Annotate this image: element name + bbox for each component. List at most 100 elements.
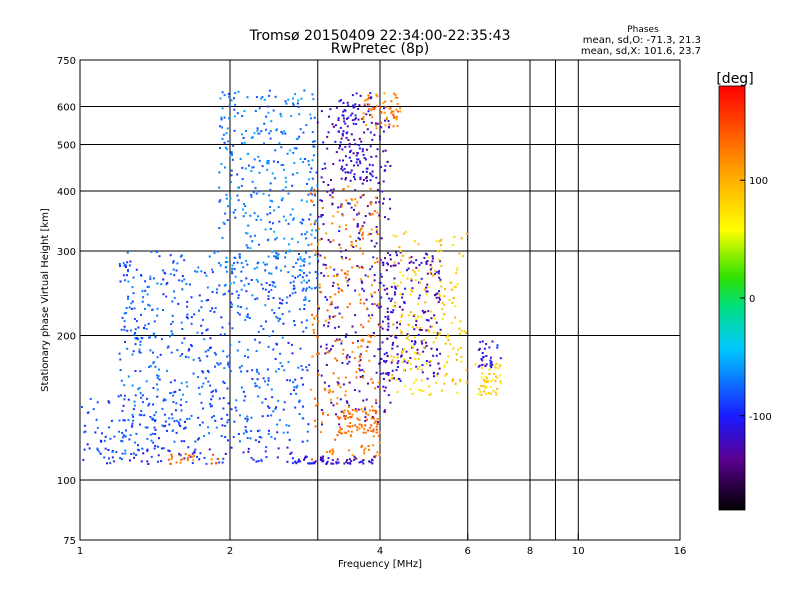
data-point (480, 358, 483, 360)
data-point (198, 393, 201, 396)
data-point (245, 315, 248, 318)
data-point (220, 316, 223, 319)
data-point (164, 399, 167, 401)
data-point (141, 290, 144, 293)
data-point (330, 300, 333, 303)
data-point (420, 329, 423, 331)
data-point (371, 116, 374, 119)
data-point (211, 307, 214, 310)
data-point (285, 301, 288, 304)
data-point (141, 394, 144, 397)
data-point (246, 370, 249, 373)
data-point (339, 250, 342, 253)
data-point (465, 232, 468, 235)
data-point (181, 288, 184, 291)
data-point (182, 393, 185, 396)
data-point (161, 407, 164, 410)
data-point (220, 435, 223, 437)
data-point (221, 424, 224, 427)
data-point (284, 186, 287, 189)
data-point (170, 391, 173, 394)
data-point (181, 280, 184, 283)
data-point (301, 440, 304, 443)
data-point (363, 370, 366, 373)
data-point (226, 355, 229, 358)
data-point (169, 462, 171, 465)
data-point (362, 252, 364, 255)
data-point (481, 340, 484, 343)
data-point (196, 331, 199, 334)
data-point (235, 409, 238, 412)
data-point (162, 447, 165, 450)
data-point (226, 413, 229, 416)
data-point (243, 399, 246, 402)
data-point (387, 120, 390, 123)
data-point (316, 220, 319, 222)
data-point (499, 357, 502, 360)
data-point (298, 399, 301, 402)
data-point (394, 96, 397, 99)
data-point (299, 274, 302, 276)
data-point (140, 274, 143, 277)
data-point (339, 126, 342, 129)
data-point (241, 133, 243, 136)
data-point (392, 341, 395, 344)
data-point (337, 287, 340, 290)
data-point (335, 462, 338, 465)
y-tick-label: 100 (57, 476, 76, 487)
data-point (438, 294, 441, 297)
data-point (226, 127, 229, 130)
data-point (275, 257, 278, 260)
data-point (382, 261, 385, 264)
data-point (378, 217, 381, 220)
data-point (349, 434, 352, 437)
data-point (127, 419, 130, 421)
data-point (341, 148, 344, 151)
data-point (132, 452, 135, 455)
data-point (460, 237, 463, 240)
data-point (346, 462, 349, 465)
data-point (399, 251, 402, 254)
data-point (180, 398, 183, 401)
data-point (84, 424, 86, 427)
data-point (275, 267, 278, 270)
data-point (361, 369, 364, 372)
data-point (361, 225, 364, 228)
data-point (292, 217, 295, 220)
data-point (438, 298, 441, 301)
data-point (229, 154, 232, 157)
y-tick-label: 500 (57, 141, 76, 152)
data-point (354, 198, 357, 201)
data-point (184, 426, 187, 429)
data-point (411, 290, 413, 293)
data-point (425, 263, 428, 265)
data-point (186, 418, 189, 421)
data-point (310, 233, 313, 236)
data-point (369, 409, 371, 412)
data-point (381, 320, 384, 323)
data-point (131, 413, 134, 416)
data-point (443, 295, 446, 298)
data-point (369, 145, 372, 148)
data-point (209, 402, 212, 405)
data-point (227, 117, 230, 120)
data-point (267, 379, 270, 382)
data-point (121, 409, 124, 412)
data-point (194, 270, 197, 273)
data-point (375, 371, 378, 374)
data-point (319, 456, 322, 459)
data-point (406, 277, 409, 280)
data-point (400, 354, 403, 357)
data-point (141, 401, 144, 404)
data-point (337, 291, 340, 294)
data-point (387, 322, 390, 325)
data-point (267, 297, 270, 300)
data-point (218, 284, 221, 287)
data-point (236, 305, 239, 308)
data-point (385, 360, 388, 362)
data-point (485, 363, 488, 366)
data-point (295, 137, 298, 140)
data-point (338, 100, 341, 103)
data-point (393, 117, 396, 119)
data-point (330, 348, 332, 351)
